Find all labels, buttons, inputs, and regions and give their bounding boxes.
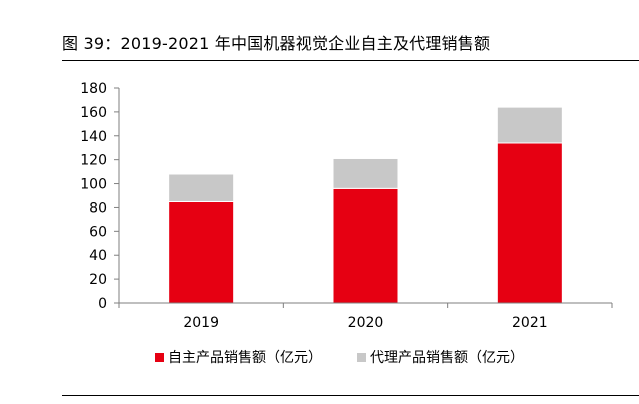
figure-title: 图 39：2019-2021 年中国机器视觉企业自主及代理销售额 bbox=[62, 34, 491, 53]
bar-segment-own-2019 bbox=[168, 200, 235, 304]
legend-swatch bbox=[357, 353, 366, 362]
title-divider bbox=[62, 60, 639, 61]
y-tick-label: 40 bbox=[89, 248, 107, 264]
y-tick-label: 0 bbox=[98, 296, 107, 312]
y-tick-label: 100 bbox=[80, 177, 107, 193]
bar-segment-own-2021 bbox=[496, 142, 563, 304]
y-tick-label: 180 bbox=[80, 81, 107, 97]
y-tick-label: 60 bbox=[89, 224, 107, 240]
legend-label: 代理产品销售额（亿元） bbox=[370, 350, 524, 366]
y-tick-label: 20 bbox=[89, 272, 107, 288]
bars-layer bbox=[168, 106, 563, 304]
bar-segment-own-2020 bbox=[332, 187, 399, 304]
legend-label: 自主产品销售额（亿元） bbox=[168, 350, 322, 366]
bar-segment-agency-2020 bbox=[332, 157, 399, 189]
x-tick-label: 2021 bbox=[512, 315, 548, 331]
x-tick-label: 2019 bbox=[183, 315, 219, 331]
y-tick-label: 120 bbox=[80, 153, 107, 169]
bottom-divider bbox=[62, 395, 639, 396]
y-tick-label: 80 bbox=[89, 200, 107, 216]
legend-swatch bbox=[155, 353, 164, 362]
bar-segment-agency-2019 bbox=[168, 173, 235, 202]
y-tick-label: 160 bbox=[80, 105, 107, 121]
legend: 自主产品销售额（亿元） 代理产品销售额（亿元） bbox=[155, 350, 524, 366]
bar-segment-agency-2021 bbox=[496, 106, 563, 144]
y-tick-label: 140 bbox=[80, 129, 107, 145]
x-tick-label: 2020 bbox=[348, 315, 384, 331]
x-ticks-layer: 2019 2020 2021 bbox=[118, 303, 613, 331]
y-ticks-layer: 0 20 40 60 80 100 120 140 160 180 bbox=[80, 81, 119, 312]
